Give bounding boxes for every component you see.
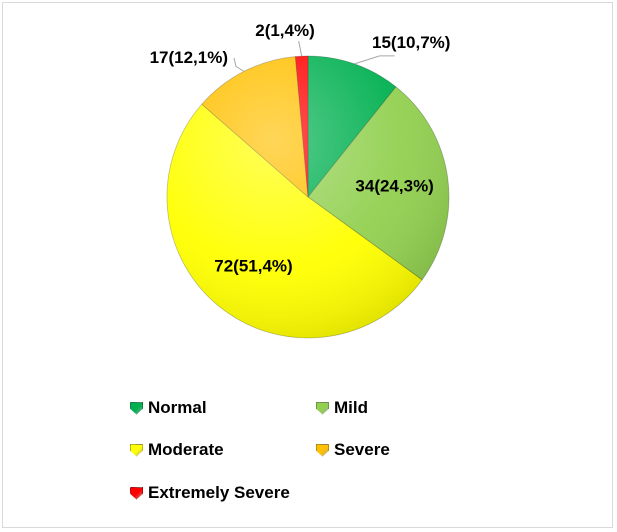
data-label-severe: 17(12,1%): [150, 48, 228, 67]
leader-line-normal: [354, 55, 395, 65]
data-label-extremely-severe: 2(1,4%): [255, 21, 315, 40]
data-label-normal: 15(10,7%): [372, 33, 450, 52]
data-label-moderate: 72(51,4%): [214, 256, 292, 275]
leader-line-extremely-severe: [298, 41, 303, 57]
data-label-mild: 34(24,3%): [355, 176, 433, 195]
pie-slices: [166, 55, 450, 339]
pie-shine: [167, 56, 449, 338]
leader-line-severe: [233, 57, 245, 72]
data-labels: 15(10,7%) 34(24,3%) 72(51,4%) 17(12,1%) 2(1,…: [150, 21, 451, 275]
leader-lines: [233, 41, 395, 72]
